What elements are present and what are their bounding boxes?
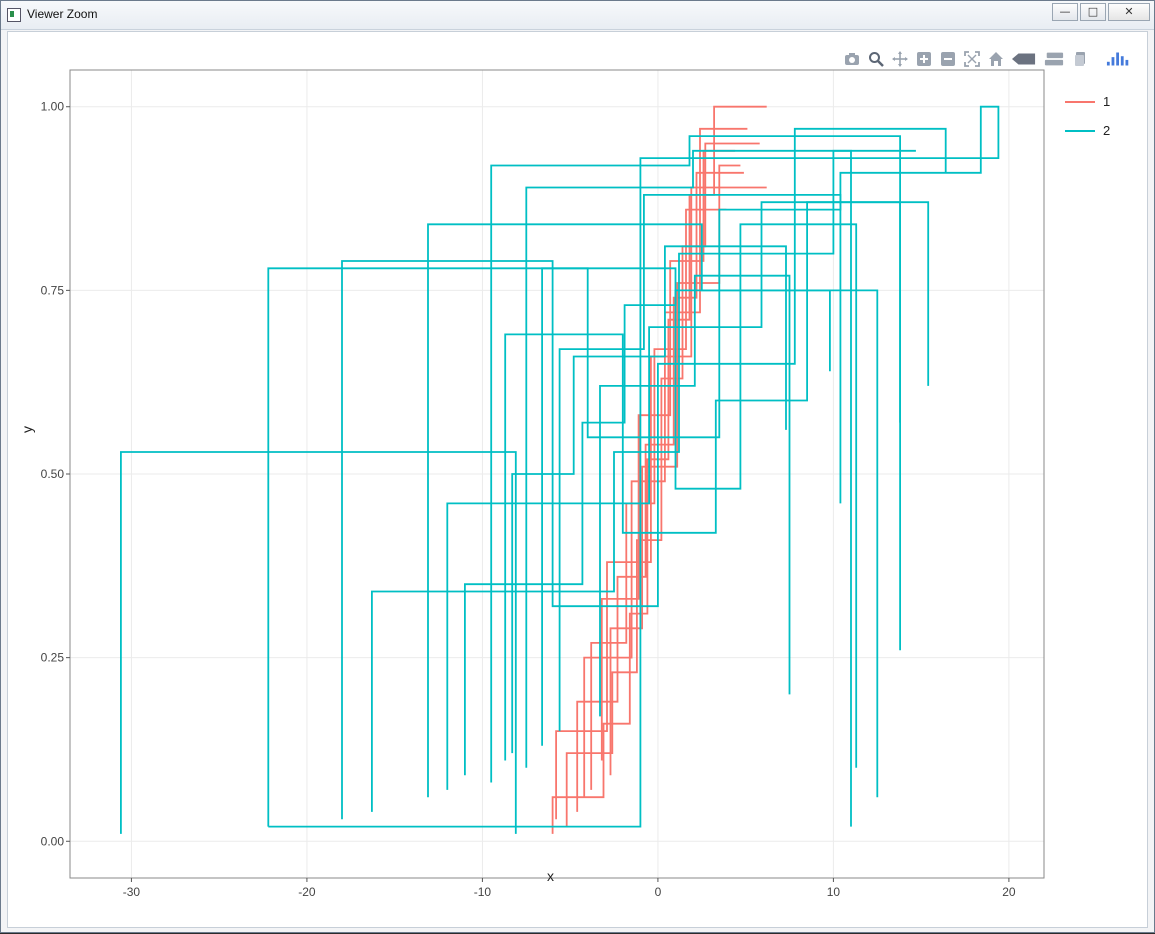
series-2-line — [490, 135, 901, 783]
legend-label-1: 1 — [1103, 94, 1111, 109]
x-tick-label: 20 — [1002, 885, 1016, 899]
series-2-line — [541, 223, 858, 768]
plotly-modebar — [843, 50, 1133, 68]
title-bar[interactable]: Viewer Zoom — □ ✕ — [1, 1, 1154, 30]
minimize-button[interactable]: — — [1052, 3, 1078, 21]
home-icon[interactable] — [987, 50, 1005, 68]
series-2-line — [463, 289, 831, 776]
legend-item-1[interactable]: 1 — [1065, 87, 1110, 116]
series-2-line — [504, 201, 930, 761]
series-2-line — [267, 105, 1000, 828]
x-tick-label: -30 — [123, 885, 141, 899]
y-tick-label: 0.50 — [41, 467, 65, 481]
autoscale-icon[interactable] — [963, 50, 981, 68]
y-tick-label: 1.00 — [41, 100, 65, 114]
series-2-line — [511, 245, 787, 754]
x-tick-label: 10 — [827, 885, 841, 899]
window-controls: — □ ✕ — [1050, 3, 1150, 21]
zoom-out-icon[interactable] — [939, 50, 957, 68]
series-2-line — [525, 149, 852, 827]
spike-lines-icon[interactable] — [1011, 50, 1037, 68]
y-tick-label: 0.75 — [41, 283, 65, 297]
series-2-line — [120, 451, 517, 834]
window-title: Viewer Zoom — [27, 7, 98, 21]
series-1-line — [590, 208, 727, 790]
series-2-line — [427, 223, 879, 798]
legend: 1 2 — [1065, 87, 1110, 145]
zoom-in-icon[interactable] — [915, 50, 933, 68]
series-1-line — [555, 186, 767, 820]
series-2-line — [341, 127, 947, 820]
y-axis-label: y — [19, 426, 35, 433]
legend-item-2[interactable]: 2 — [1065, 116, 1110, 145]
y-tick-label: 0.25 — [41, 651, 65, 665]
pan-icon[interactable] — [891, 50, 909, 68]
legend-swatch-1 — [1065, 100, 1095, 103]
series-2-line — [558, 193, 842, 732]
compare-hover-icon[interactable] — [1043, 50, 1065, 68]
maximize-button[interactable]: □ — [1080, 3, 1106, 21]
y-tick-label: 0.00 — [41, 834, 65, 848]
legend-swatch-2 — [1065, 129, 1095, 132]
legend-label-2: 2 — [1103, 123, 1111, 138]
zoom-icon[interactable] — [867, 50, 885, 68]
series-2-line — [370, 149, 916, 812]
plotly-logo-icon[interactable] — [1105, 50, 1133, 68]
app-icon — [7, 8, 21, 22]
series-1-line — [609, 164, 741, 776]
closest-hover-icon[interactable] — [1071, 50, 1089, 68]
series-2-line — [599, 274, 791, 717]
close-button[interactable]: ✕ — [1108, 3, 1150, 21]
x-tick-label: -20 — [298, 885, 316, 899]
series-1-line — [583, 127, 748, 798]
x-tick-label: -10 — [474, 885, 492, 899]
camera-icon[interactable] — [843, 50, 861, 68]
x-axis-label: x — [547, 868, 554, 884]
x-tick-label: 0 — [655, 885, 662, 899]
series-1-line — [576, 171, 744, 812]
